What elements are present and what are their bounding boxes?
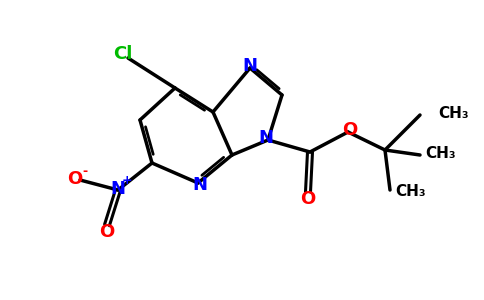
Text: N: N — [258, 129, 273, 147]
Text: O: O — [301, 190, 316, 208]
Text: CH₃: CH₃ — [438, 106, 469, 121]
Text: N: N — [110, 180, 125, 198]
Text: -: - — [82, 164, 88, 178]
Text: N: N — [242, 57, 257, 75]
Text: O: O — [342, 121, 358, 139]
Text: O: O — [67, 170, 83, 188]
Text: O: O — [99, 223, 115, 241]
Text: N: N — [193, 176, 208, 194]
Text: CH₃: CH₃ — [425, 146, 455, 160]
Text: Cl: Cl — [113, 45, 133, 63]
Text: CH₃: CH₃ — [395, 184, 425, 200]
Text: +: + — [121, 175, 132, 188]
